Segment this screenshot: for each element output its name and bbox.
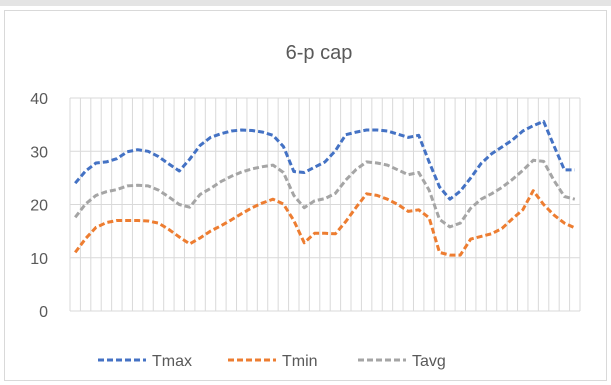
y-axis-tick-labels: 0 10 20 30 40 bbox=[30, 91, 48, 321]
top-divider bbox=[0, 0, 611, 6]
y-tick-label: 20 bbox=[30, 198, 48, 215]
y-tick-label: 0 bbox=[39, 304, 48, 321]
y-tick-label: 40 bbox=[30, 91, 48, 108]
series-line-tmin bbox=[74, 189, 576, 257]
chart-title: 6-p cap bbox=[286, 42, 353, 64]
series-line-tmax bbox=[74, 119, 575, 201]
y-tick-label: 30 bbox=[30, 144, 48, 161]
legend-label-tmax: Tmax bbox=[152, 353, 192, 370]
grid-lines bbox=[69, 97, 581, 312]
series-line-tavg bbox=[74, 158, 576, 229]
legend-label-tavg: Tavg bbox=[412, 353, 446, 370]
y-tick-label: 10 bbox=[30, 251, 48, 268]
legend-label-tmin: Tmin bbox=[282, 353, 318, 370]
chart-area bbox=[4, 10, 607, 381]
legend: Tmax Tmin Tavg bbox=[98, 353, 446, 370]
series-lines bbox=[74, 119, 576, 257]
